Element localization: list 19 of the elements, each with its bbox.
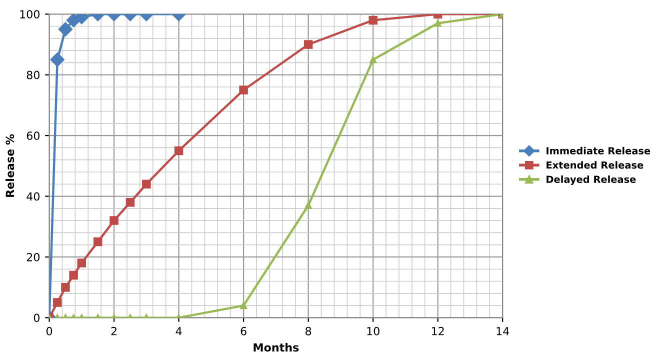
y-tick-label: 0 [34,314,40,322]
y-tick-label: 40 [26,192,40,201]
x-tick-label: 10 [367,326,380,336]
y-tick-label: 80 [26,70,40,80]
legend-label: Extended Release [546,161,644,169]
x-tick-label: 4 [176,327,182,336]
x-tick-label: 0 [46,326,52,336]
y-tick-label: 60 [26,132,40,140]
x-tick-label: 8 [306,326,312,336]
y-axis-title: Release % [6,134,14,197]
x-axis-title: Months [254,343,299,352]
x-tick-label: 14 [496,327,510,336]
y-tick-label: 100 [20,10,40,18]
legend-label: Immediate Release [546,146,650,154]
y-tick-label: 20 [26,252,40,262]
x-tick-label: 2 [111,326,116,336]
legend-label: Delayed Release [546,175,636,185]
x-tick-label: 6 [240,326,246,336]
x-tick-label: 12 [432,326,444,336]
